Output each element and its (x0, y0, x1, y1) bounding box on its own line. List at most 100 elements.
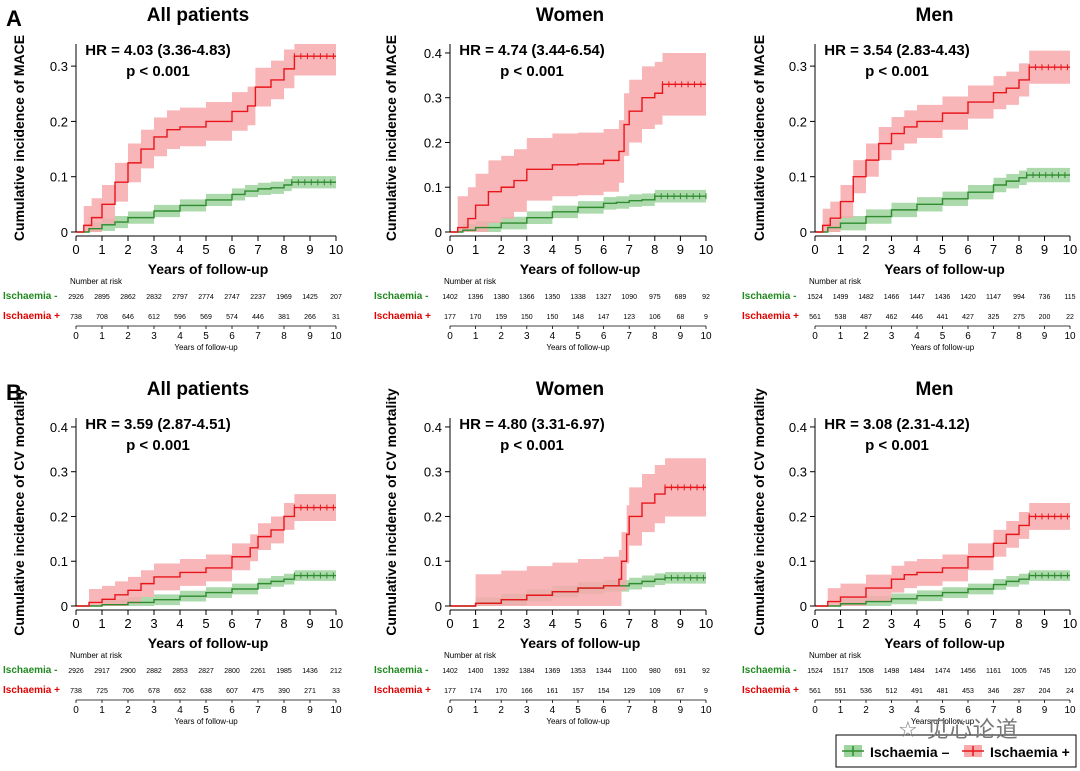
p-value-B-2: p < 0.001 (500, 437, 564, 454)
risk-count-neg-A-1: 2926 (68, 294, 84, 301)
x-tick-label-B-1: 1 (98, 616, 105, 631)
risk-count-pos-B-1: 706 (122, 688, 134, 695)
risk-tick-label-B-3: 3 (889, 705, 895, 716)
risk-row-label-pos-B-2: Ischaemia + (374, 685, 431, 696)
risk-count-neg-B-1: 2261 (250, 668, 266, 675)
risk-row-label-neg-A-3: Ischaemia - (742, 291, 796, 302)
km-line-pos-A-2 (450, 83, 706, 233)
risk-title-A-1: Number at risk (70, 277, 123, 286)
x-tick-label-B-3: 5 (939, 616, 946, 631)
x-tick-label-B-2: 3 (523, 616, 530, 631)
risk-count-pos-A-2: 148 (572, 314, 584, 321)
risk-xlabel-B-2: Years of follow-up (546, 717, 610, 726)
ci-band-pos-B-2 (450, 458, 706, 606)
risk-xlabel-A-1: Years of follow-up (174, 343, 238, 352)
risk-count-neg-A-1: 1425 (302, 294, 318, 301)
risk-count-pos-A-2: 147 (598, 314, 610, 321)
risk-count-neg-A-3: 1466 (884, 294, 900, 301)
risk-count-pos-B-2: 170 (495, 688, 507, 695)
hr-label-A-1: HR = 4.03 (3.36-4.83) (85, 42, 231, 59)
risk-count-neg-B-2: 1100 (622, 668, 637, 675)
risk-tick-label-A-2: 0 (447, 331, 453, 342)
x-tick-label-B-1: 10 (329, 616, 343, 631)
risk-count-neg-B-3: 1524 (807, 668, 823, 675)
hr-label-B-1: HR = 3.59 (2.87-4.51) (85, 416, 231, 433)
risk-count-pos-A-2: 106 (649, 314, 661, 321)
risk-count-pos-A-1: 266 (304, 314, 316, 321)
risk-count-neg-B-2: 1402 (442, 668, 458, 675)
risk-count-pos-A-1: 31 (332, 314, 340, 321)
risk-row-label-neg-A-1: Ischaemia - (3, 291, 57, 302)
risk-xlabel-A-2: Years of follow-up (546, 343, 610, 352)
y-axis-label-B-3: Cumulative incidence of CV mortality (751, 388, 767, 636)
risk-count-neg-A-2: 1338 (570, 294, 586, 301)
y-tick-label-B-3: 0.1 (789, 554, 807, 569)
x-tick-label-A-3: 8 (1015, 242, 1022, 257)
y-tick-label-B-2: 0.1 (424, 554, 442, 569)
risk-row-label-neg-B-2: Ischaemia - (374, 665, 428, 676)
risk-tick-label-A-3: 9 (1042, 331, 1048, 342)
x-axis-label-A-1: Years of follow-up (148, 261, 269, 277)
risk-tick-label-B-1: 6 (229, 705, 235, 716)
risk-tick-label-A-3: 2 (863, 331, 869, 342)
risk-tick-label-B-1: 0 (73, 705, 79, 716)
x-tick-label-A-1: 9 (306, 242, 313, 257)
risk-tick-label-B-2: 4 (550, 705, 556, 716)
x-tick-label-B-3: 4 (913, 616, 920, 631)
x-tick-label-B-3: 3 (888, 616, 895, 631)
risk-count-neg-A-3: 1447 (909, 294, 925, 301)
risk-count-pos-A-3: 22 (1066, 314, 1074, 321)
risk-title-A-2: Number at risk (444, 277, 497, 286)
risk-tick-label-A-1: 8 (281, 331, 287, 342)
risk-tick-label-A-2: 1 (473, 331, 479, 342)
risk-tick-label-A-3: 8 (1016, 331, 1022, 342)
x-tick-label-A-3: 4 (913, 242, 920, 257)
risk-tick-label-B-3: 9 (1042, 705, 1048, 716)
risk-count-neg-B-3: 1517 (833, 668, 849, 675)
risk-count-neg-B-1: 2917 (94, 668, 110, 675)
risk-count-pos-B-2: 129 (623, 688, 635, 695)
risk-count-neg-B-1: 1436 (302, 668, 318, 675)
risk-count-neg-A-2: 1380 (493, 294, 509, 301)
risk-tick-label-A-1: 2 (125, 331, 131, 342)
risk-count-pos-A-2: 150 (547, 314, 559, 321)
km-line-neg-A-2 (450, 195, 706, 233)
y-tick-label-B-1: 0.2 (50, 509, 68, 524)
x-axis-label-B-1: Years of follow-up (148, 635, 269, 651)
risk-count-pos-A-3: 446 (911, 314, 923, 321)
risk-tick-label-B-3: 0 (812, 705, 818, 716)
risk-count-neg-A-1: 2832 (146, 294, 162, 301)
risk-tick-label-B-1: 4 (177, 705, 183, 716)
p-value-B-1: p < 0.001 (126, 437, 190, 454)
risk-count-neg-A-1: 2237 (250, 294, 266, 301)
risk-count-pos-B-3: 512 (886, 688, 898, 695)
risk-title-B-2: Number at risk (444, 651, 497, 660)
y-tick-label-B-3: 0.4 (789, 420, 807, 435)
risk-tick-label-B-3: 7 (991, 705, 997, 716)
risk-title-A-3: Number at risk (809, 277, 862, 286)
x-tick-label-A-3: 6 (964, 242, 971, 257)
x-tick-label-B-2: 5 (574, 616, 581, 631)
legend-label-pos: Ischaemia + (990, 744, 1070, 760)
x-axis-label-B-2: Years of follow-up (520, 635, 641, 651)
risk-tick-label-B-3: 6 (965, 705, 971, 716)
risk-count-neg-B-3: 120 (1064, 668, 1076, 675)
risk-count-neg-A-2: 92 (702, 294, 710, 301)
y-tick-label-B-3: 0 (800, 599, 807, 614)
y-tick-label-B-2: 0.2 (424, 509, 442, 524)
risk-count-neg-A-3: 1482 (858, 294, 874, 301)
risk-count-pos-B-1: 652 (174, 688, 186, 695)
risk-tick-label-B-2: 8 (652, 705, 658, 716)
legend-label-neg: Ischaemia – (870, 744, 950, 760)
risk-xlabel-A-3: Years of follow-up (911, 343, 975, 352)
x-tick-label-A-3: 3 (888, 242, 895, 257)
risk-count-pos-A-3: 275 (1013, 314, 1025, 321)
risk-tick-label-B-2: 3 (524, 705, 530, 716)
x-tick-label-A-2: 10 (699, 242, 713, 257)
risk-xlabel-B-3: Years of follow-up (911, 717, 975, 726)
risk-count-neg-B-2: 1400 (468, 668, 484, 675)
risk-tick-label-A-1: 3 (151, 331, 157, 342)
x-tick-label-A-2: 7 (626, 242, 633, 257)
p-value-A-2: p < 0.001 (500, 63, 564, 80)
p-value-B-3: p < 0.001 (865, 437, 929, 454)
